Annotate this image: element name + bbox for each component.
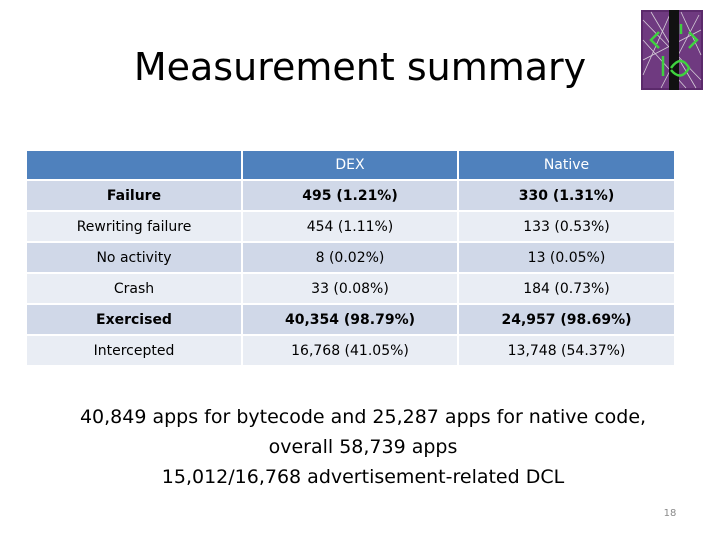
row-label: No activity	[27, 243, 241, 272]
header-native: Native	[459, 151, 674, 179]
row-label: Rewriting failure	[27, 212, 241, 241]
table-row: No activity 8 (0.02%) 13 (0.05%)	[27, 243, 674, 272]
dex-value: 454 (1.11%)	[243, 212, 457, 241]
header-dex: DEX	[243, 151, 457, 179]
row-label: Crash	[27, 274, 241, 303]
row-label: Exercised	[27, 305, 241, 334]
row-label: Failure	[27, 181, 241, 210]
dex-value: 495 (1.21%)	[243, 181, 457, 210]
note-line: 15,012/16,768 advertisement-related DCL	[161, 466, 565, 488]
table-header-row: DEX Native	[27, 151, 674, 179]
native-value: 133 (0.53%)	[459, 212, 674, 241]
institution-logo-icon	[641, 10, 703, 90]
native-value: 184 (0.73%)	[459, 274, 674, 303]
measurement-table: DEX Native Failure 495 (1.21%) 330 (1.31…	[25, 149, 676, 367]
table-row: Rewriting failure 454 (1.11%) 133 (0.53%…	[27, 212, 674, 241]
dex-value: 16,768 (41.05%)	[243, 336, 457, 365]
table-row: Exercised 40,354 (98.79%) 24,957 (98.69%…	[27, 305, 674, 334]
table-row: Failure 495 (1.21%) 330 (1.31%)	[27, 181, 674, 210]
slide-title: Measurement summary	[133, 45, 587, 89]
note-line: 40,849 apps for bytecode and 25,287 apps…	[79, 406, 647, 428]
native-value: 13,748 (54.37%)	[459, 336, 674, 365]
note-line: overall 58,739 apps	[268, 436, 458, 458]
dex-value: 8 (0.02%)	[243, 243, 457, 272]
summary-note: 40,849 apps for bytecode and 25,287 apps…	[40, 402, 686, 492]
table-row: Crash 33 (0.08%) 184 (0.73%)	[27, 274, 674, 303]
native-value: 330 (1.31%)	[459, 181, 674, 210]
native-value: 24,957 (98.69%)	[459, 305, 674, 334]
dex-value: 40,354 (98.79%)	[243, 305, 457, 334]
header-empty	[27, 151, 241, 179]
row-label: Intercepted	[27, 336, 241, 365]
page-number: 18	[663, 508, 677, 519]
table-row: Intercepted 16,768 (41.05%) 13,748 (54.3…	[27, 336, 674, 365]
dex-value: 33 (0.08%)	[243, 274, 457, 303]
native-value: 13 (0.05%)	[459, 243, 674, 272]
